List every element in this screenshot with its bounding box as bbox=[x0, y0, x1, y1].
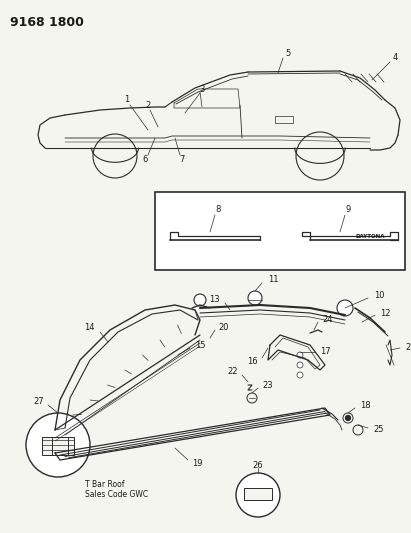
Bar bbox=[244, 488, 272, 500]
Text: 17: 17 bbox=[320, 348, 330, 357]
Bar bbox=[155, 192, 405, 270]
Text: 19: 19 bbox=[192, 459, 203, 469]
Text: 12: 12 bbox=[380, 309, 390, 318]
Circle shape bbox=[297, 372, 303, 378]
Text: 11: 11 bbox=[268, 276, 279, 285]
Text: 24: 24 bbox=[322, 314, 332, 324]
Circle shape bbox=[353, 425, 363, 435]
Circle shape bbox=[297, 352, 303, 358]
Text: 9168 1800: 9168 1800 bbox=[10, 15, 84, 28]
Circle shape bbox=[343, 413, 353, 423]
Text: 9: 9 bbox=[345, 206, 351, 214]
Text: 20: 20 bbox=[218, 322, 229, 332]
Circle shape bbox=[248, 291, 262, 305]
Text: 6: 6 bbox=[142, 156, 148, 165]
Text: 7: 7 bbox=[179, 156, 185, 165]
Text: 15: 15 bbox=[195, 342, 206, 351]
Text: 1: 1 bbox=[125, 95, 129, 104]
Text: 22: 22 bbox=[228, 367, 238, 376]
Text: DAYTONA: DAYTONA bbox=[355, 235, 385, 239]
Text: 23: 23 bbox=[262, 382, 272, 391]
Text: 27: 27 bbox=[33, 398, 44, 407]
Circle shape bbox=[346, 416, 351, 421]
Text: 18: 18 bbox=[360, 401, 371, 410]
Circle shape bbox=[194, 294, 206, 306]
Circle shape bbox=[337, 300, 353, 316]
Circle shape bbox=[297, 362, 303, 368]
Text: 14: 14 bbox=[85, 324, 95, 333]
Bar bbox=[275, 116, 293, 123]
Circle shape bbox=[236, 473, 280, 517]
Circle shape bbox=[26, 413, 90, 477]
Bar bbox=[55, 452, 70, 462]
Text: 3: 3 bbox=[199, 85, 205, 93]
Text: 25: 25 bbox=[373, 425, 383, 434]
Text: 4: 4 bbox=[393, 53, 397, 62]
Circle shape bbox=[247, 393, 257, 403]
Text: 13: 13 bbox=[209, 295, 220, 304]
Text: 2: 2 bbox=[145, 101, 150, 110]
Text: 5: 5 bbox=[285, 49, 291, 58]
Text: 16: 16 bbox=[247, 358, 258, 367]
Text: 10: 10 bbox=[374, 292, 385, 301]
Text: 8: 8 bbox=[215, 206, 221, 214]
Text: 26: 26 bbox=[253, 461, 263, 470]
Bar bbox=[42, 437, 74, 455]
Text: T Bar Roof
Sales Code GWC: T Bar Roof Sales Code GWC bbox=[85, 480, 148, 499]
Text: 21: 21 bbox=[405, 343, 411, 352]
